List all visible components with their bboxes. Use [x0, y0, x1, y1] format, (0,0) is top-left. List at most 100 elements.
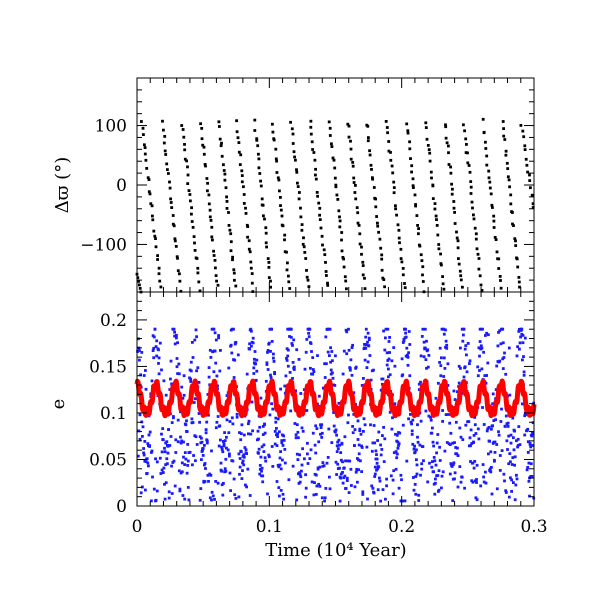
eccentricity-blue-point — [388, 351, 391, 354]
eccentricity-blue-point — [375, 453, 378, 456]
delta-varpi-point — [340, 238, 343, 242]
delta-varpi-point — [464, 137, 468, 141]
eccentricity-blue-point — [263, 456, 267, 460]
eccentricity-blue-point — [143, 440, 147, 443]
eccentricity-blue-point — [206, 393, 210, 396]
delta-varpi-point — [441, 275, 444, 278]
delta-varpi-point — [466, 151, 469, 155]
eccentricity-blue-point — [489, 470, 493, 474]
delta-varpi-point — [267, 266, 271, 269]
eccentricity-blue-point — [242, 455, 246, 459]
eccentricity-blue-point — [349, 467, 353, 471]
eccentricity-blue-point — [444, 339, 448, 343]
eccentricity-blue-point — [139, 491, 143, 495]
eccentricity-blue-point — [463, 365, 467, 369]
eccentricity-blue-point — [295, 348, 299, 352]
eccentricity-blue-point — [385, 484, 388, 488]
eccentricity-blue-point — [347, 491, 351, 494]
eccentricity-blue-point — [491, 424, 494, 428]
eccentricity-blue-point — [307, 335, 311, 339]
delta-varpi-point — [324, 261, 327, 264]
eccentricity-blue-point — [204, 467, 207, 470]
eccentricity-blue-point — [509, 476, 512, 480]
eccentricity-blue-point — [274, 420, 278, 424]
eccentricity-blue-point — [468, 362, 471, 365]
eccentricity-blue-point — [513, 429, 516, 433]
eccentricity-blue-point — [369, 423, 372, 427]
eccentricity-blue-point — [243, 446, 247, 449]
eccentricity-blue-point — [479, 344, 483, 348]
eccentricity-blue-point — [522, 355, 525, 358]
delta-varpi-point — [220, 141, 223, 145]
delta-varpi-point — [357, 224, 361, 227]
delta-varpi-point — [421, 265, 425, 269]
delta-varpi-point — [485, 163, 489, 167]
delta-varpi-point — [280, 214, 284, 218]
delta-varpi-point — [244, 206, 247, 210]
eccentricity-blue-point — [257, 447, 261, 451]
eccentricity-blue-point — [314, 473, 318, 477]
eccentricity-blue-point — [504, 489, 508, 493]
eccentricity-blue-point — [167, 490, 171, 494]
eccentricity-blue-point — [485, 429, 489, 433]
eccentricity-blue-point — [283, 461, 287, 465]
delta-varpi-point — [395, 213, 398, 217]
eccentricity-blue-point — [330, 441, 334, 444]
delta-varpi-point — [479, 283, 483, 287]
eccentricity-blue-point — [394, 467, 398, 471]
delta-varpi-point — [332, 158, 336, 162]
eccentricity-blue-point — [503, 351, 506, 355]
eccentricity-blue-point — [452, 461, 456, 465]
eccentricity-blue-point — [468, 359, 472, 363]
delta-varpi-point — [456, 239, 460, 243]
eccentricity-blue-point — [345, 330, 349, 334]
eccentricity-blue-point — [207, 375, 211, 379]
eccentricity-blue-point — [329, 360, 332, 364]
delta-varpi-point — [253, 118, 257, 122]
eccentricity-blue-point — [353, 485, 357, 489]
eccentricity-blue-point — [168, 388, 172, 391]
eccentricity-blue-point — [255, 358, 259, 362]
eccentricity-blue-point — [227, 431, 231, 435]
eccentricity-blue-point — [528, 494, 531, 498]
eccentricity-blue-point — [289, 335, 293, 339]
eccentricity-blue-point — [225, 394, 229, 397]
delta-varpi-point — [511, 222, 514, 226]
delta-varpi-point — [229, 240, 233, 244]
eccentricity-blue-point — [377, 465, 381, 469]
delta-varpi-point — [456, 246, 460, 250]
eccentricity-blue-point — [490, 492, 494, 496]
delta-varpi-point — [515, 257, 519, 261]
eccentricity-blue-point — [287, 478, 291, 482]
eccentricity-blue-point — [266, 351, 269, 354]
eccentricity-blue-point — [394, 450, 398, 453]
eccentricity-blue-point — [529, 462, 533, 466]
delta-varpi-point — [199, 122, 202, 126]
delta-varpi-point — [525, 163, 529, 167]
eccentricity-blue-point — [136, 454, 140, 458]
eccentricity-blue-point — [336, 440, 340, 444]
eccentricity-blue-point — [434, 477, 437, 481]
eccentricity-blue-point — [515, 354, 519, 358]
eccentricity-blue-point — [308, 327, 312, 331]
eccentricity-blue-point — [327, 427, 331, 431]
eccentricity-blue-point — [521, 334, 525, 337]
eccentricity-blue-point — [500, 449, 504, 452]
eccentricity-blue-point — [338, 443, 341, 447]
eccentricity-blue-point — [493, 451, 497, 454]
eccentricity-blue-point — [488, 439, 491, 443]
eccentricity-blue-point — [513, 498, 517, 502]
eccentricity-blue-point — [138, 413, 142, 417]
eccentricity-blue-point — [397, 444, 400, 447]
eccentricity-blue-point — [170, 382, 173, 386]
eccentricity-blue-point — [189, 377, 193, 381]
delta-varpi-point — [175, 255, 179, 259]
eccentricity-blue-point — [437, 381, 440, 385]
eccentricity-blue-point — [248, 342, 251, 346]
delta-varpi-point — [240, 180, 244, 184]
eccentricity-blue-point — [278, 463, 282, 467]
eccentricity-blue-point — [295, 452, 299, 456]
eccentricity-blue-point — [400, 478, 403, 482]
eccentricity-blue-point — [395, 433, 399, 437]
eccentricity-blue-point — [227, 366, 231, 370]
